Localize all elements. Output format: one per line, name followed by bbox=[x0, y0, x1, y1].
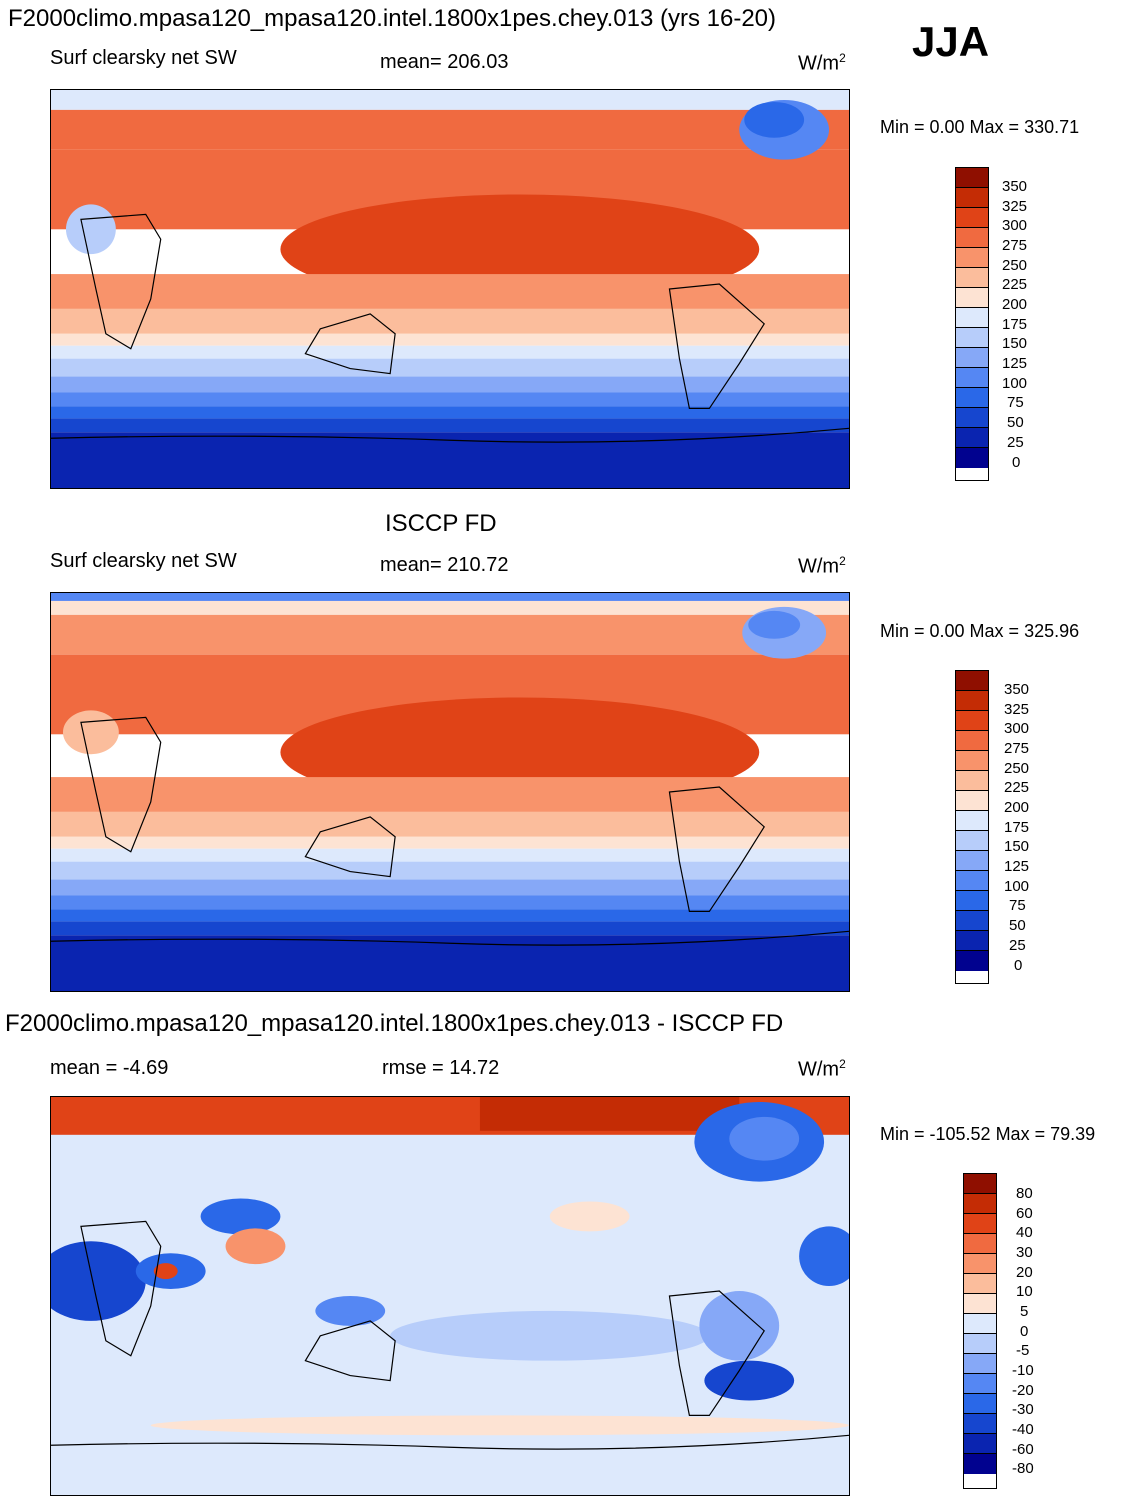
tick-label: 150 bbox=[1002, 335, 1028, 352]
panel1-units: W/m2 bbox=[798, 51, 846, 75]
tick-label: 5 bbox=[1020, 1303, 1029, 1320]
panel3-title: F2000climo.mpasa120_mpasa120.intel.1800x… bbox=[5, 1010, 784, 1037]
tick-label: 50 bbox=[1009, 917, 1026, 934]
panel2-minmax: Min = 0.00 Max = 325.96 bbox=[880, 621, 1080, 641]
tick-label: 100 bbox=[1004, 878, 1030, 895]
panel3-rmse: rmse = 14.72 bbox=[382, 1057, 500, 1079]
tick-label: 100 bbox=[1002, 375, 1028, 392]
tick-label: 150 bbox=[1004, 838, 1030, 855]
panel2-map bbox=[50, 592, 850, 992]
tick-label: -30 bbox=[1012, 1401, 1034, 1418]
panel2-variable: Surf clearsky net SW bbox=[50, 550, 237, 572]
panel1-mean: mean= 206.03 bbox=[380, 51, 509, 73]
tick-label: 125 bbox=[1002, 355, 1028, 372]
tick-label: 200 bbox=[1004, 799, 1030, 816]
tick-label: 275 bbox=[1004, 740, 1030, 757]
tick-label: 0 bbox=[1014, 957, 1023, 974]
tick-label: 50 bbox=[1007, 414, 1024, 431]
tick-label: -5 bbox=[1016, 1342, 1030, 1359]
panel1-colorbar bbox=[955, 167, 989, 481]
panel2-mean: mean= 210.72 bbox=[380, 554, 509, 576]
tick-label: 40 bbox=[1016, 1224, 1033, 1241]
tick-label: 250 bbox=[1004, 760, 1030, 777]
tick-label: 0 bbox=[1020, 1323, 1029, 1340]
tick-label: 25 bbox=[1009, 937, 1026, 954]
tick-label: 0 bbox=[1012, 454, 1021, 471]
panel3-mean: mean = -4.69 bbox=[50, 1057, 169, 1079]
tick-label: 200 bbox=[1002, 296, 1028, 313]
tick-label: -80 bbox=[1012, 1460, 1034, 1477]
panel2-colorbar bbox=[955, 670, 989, 984]
tick-label: 125 bbox=[1004, 858, 1030, 875]
tick-label: -60 bbox=[1012, 1441, 1034, 1458]
tick-label: -10 bbox=[1012, 1362, 1034, 1379]
panel1-map bbox=[50, 89, 850, 489]
panel2-units: W/m2 bbox=[798, 554, 846, 578]
tick-label: 250 bbox=[1002, 257, 1028, 274]
tick-label: -40 bbox=[1012, 1421, 1034, 1438]
tick-label: 300 bbox=[1002, 217, 1028, 234]
tick-label: 225 bbox=[1002, 276, 1028, 293]
tick-label: 10 bbox=[1016, 1283, 1033, 1300]
panel3-units: W/m2 bbox=[798, 1057, 846, 1081]
tick-label: 25 bbox=[1007, 434, 1024, 451]
tick-label: 75 bbox=[1009, 897, 1026, 914]
panel3-map bbox=[50, 1096, 850, 1496]
tick-label: 350 bbox=[1004, 681, 1030, 698]
tick-label: 175 bbox=[1002, 316, 1028, 333]
tick-label: 80 bbox=[1016, 1185, 1033, 1202]
panel3-minmax: Min = -105.52 Max = 79.39 bbox=[880, 1124, 1096, 1144]
tick-label: 30 bbox=[1016, 1244, 1033, 1261]
panel1-minmax: Min = 0.00 Max = 330.71 bbox=[880, 117, 1080, 137]
tick-label: 275 bbox=[1002, 237, 1028, 254]
tick-label: 60 bbox=[1016, 1205, 1033, 1222]
tick-label: 325 bbox=[1004, 701, 1030, 718]
tick-label: 225 bbox=[1004, 779, 1030, 796]
panel3-colorbar bbox=[963, 1173, 997, 1489]
tick-label: 300 bbox=[1004, 720, 1030, 737]
tick-label: 325 bbox=[1002, 198, 1028, 215]
panel2-title: ISCCP FD bbox=[385, 510, 497, 537]
panel1-variable: Surf clearsky net SW bbox=[50, 47, 237, 69]
tick-label: 75 bbox=[1007, 394, 1024, 411]
tick-label: -20 bbox=[1012, 1382, 1034, 1399]
tick-label: 175 bbox=[1004, 819, 1030, 836]
tick-label: 20 bbox=[1016, 1264, 1033, 1281]
tick-label: 350 bbox=[1002, 178, 1028, 195]
panel1-title: F2000climo.mpasa120_mpasa120.intel.1800x… bbox=[8, 5, 777, 32]
season-label: JJA bbox=[912, 18, 990, 65]
